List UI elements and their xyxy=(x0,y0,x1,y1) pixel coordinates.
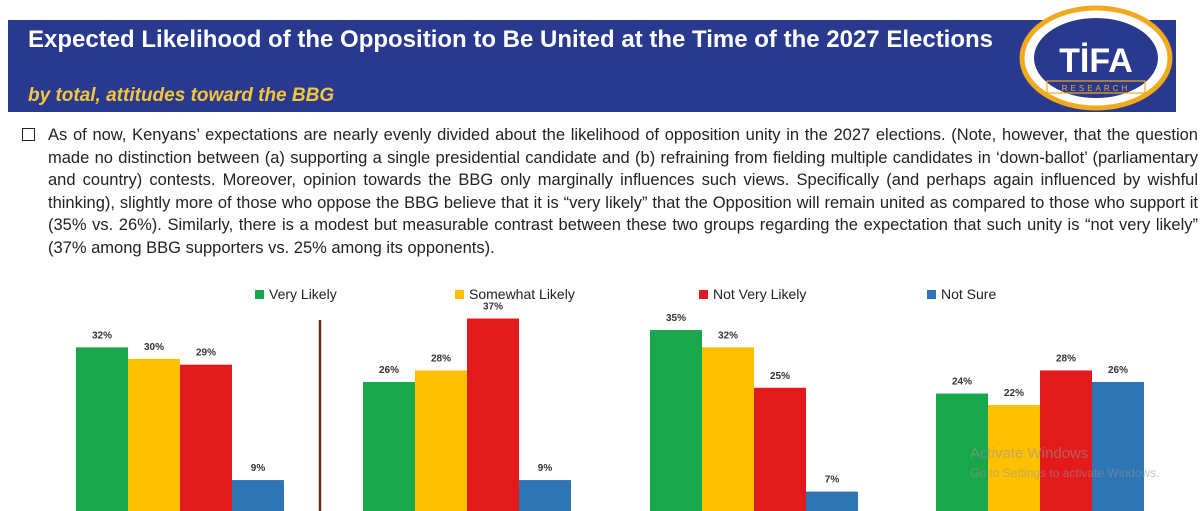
bullet-paragraph: As of now, Kenyans’ expectations are nea… xyxy=(48,126,1198,257)
watermark-subtitle: Go to Settings to activate Windows. xyxy=(970,466,1160,480)
data-label-very-likely-group-3: 35% xyxy=(666,313,686,324)
bar-not-very-likely-group-4 xyxy=(1040,370,1092,511)
bar-very-likely-group-1 xyxy=(76,347,128,511)
legend-label: Not Very Likely xyxy=(713,286,807,302)
legend-item-not-sure: Not Sure xyxy=(927,286,996,302)
slide-header: Expected Likelihood of the Opposition to… xyxy=(0,0,1200,118)
bar-somewhat-likely-group-2 xyxy=(415,370,467,511)
data-label-not-very-likely-group-4: 28% xyxy=(1056,353,1076,364)
bar-very-likely-group-2 xyxy=(363,381,415,511)
data-label-not-very-likely-group-3: 25% xyxy=(770,371,790,382)
legend-label: Very Likely xyxy=(269,286,337,302)
data-label-somewhat-likely-group-1: 30% xyxy=(144,342,164,353)
data-label-very-likely-group-2: 26% xyxy=(379,365,399,376)
data-label-not-sure-group-1: 9% xyxy=(251,463,266,474)
data-label-not-very-likely-group-1: 29% xyxy=(196,348,216,359)
data-label-very-likely-group-4: 24% xyxy=(952,377,972,388)
data-label-somewhat-likely-group-2: 28% xyxy=(431,353,451,364)
data-label-not-very-likely-group-2: 37% xyxy=(483,302,503,313)
bar-not-sure-group-1 xyxy=(232,480,284,511)
legend-swatch-very-likely xyxy=(255,289,264,299)
bar-not-very-likely-group-1 xyxy=(180,364,232,511)
bar-very-likely-group-4 xyxy=(936,393,988,511)
bar-not-sure-group-2 xyxy=(519,480,571,511)
slide-subtitle: by total, attitudes toward the BBG xyxy=(28,85,335,106)
bar-not-sure-group-3 xyxy=(806,491,858,511)
bar-somewhat-likely-group-3 xyxy=(702,347,754,511)
data-label-somewhat-likely-group-4: 22% xyxy=(1004,388,1024,399)
bar-somewhat-likely-group-4 xyxy=(988,405,1040,511)
data-label-not-sure-group-3: 7% xyxy=(825,475,840,486)
bar-not-very-likely-group-3 xyxy=(754,387,806,511)
watermark-title: Activate Windows xyxy=(970,445,1089,462)
bar-not-sure-group-4 xyxy=(1092,381,1144,511)
data-label-not-sure-group-4: 26% xyxy=(1108,365,1128,376)
legend-swatch-somewhat-likely xyxy=(455,289,464,299)
legend-swatch-not-very-likely xyxy=(699,289,708,299)
logo-subtext: RESEARCH xyxy=(1062,84,1130,93)
header-band xyxy=(8,20,1176,112)
chart-legend: Very Likely Somewhat Likely Not Very Lik… xyxy=(0,286,1200,306)
legend-swatch-not-sure xyxy=(927,289,936,299)
bar-very-likely-group-3 xyxy=(650,330,702,511)
legend-item-not-very-likely: Not Very Likely xyxy=(699,286,806,302)
bar-somewhat-likely-group-1 xyxy=(128,358,180,511)
data-label-very-likely-group-1: 32% xyxy=(92,330,112,341)
data-label-somewhat-likely-group-3: 32% xyxy=(718,330,738,341)
legend-item-somewhat-likely: Somewhat Likely xyxy=(455,286,575,302)
legend-label: Not Sure xyxy=(941,286,997,302)
square-bullet-icon xyxy=(22,128,35,141)
legend-label: Somewhat Likely xyxy=(469,286,575,302)
tifa-logo: TİFA RESEARCH xyxy=(1019,5,1173,111)
data-label-not-sure-group-2: 9% xyxy=(538,463,553,474)
bar-not-very-likely-group-2 xyxy=(467,318,519,511)
legend-item-very-likely: Very Likely xyxy=(255,286,337,302)
logo-text: TİFA xyxy=(1059,42,1133,80)
slide-title: Expected Likelihood of the Opposition to… xyxy=(28,26,994,53)
